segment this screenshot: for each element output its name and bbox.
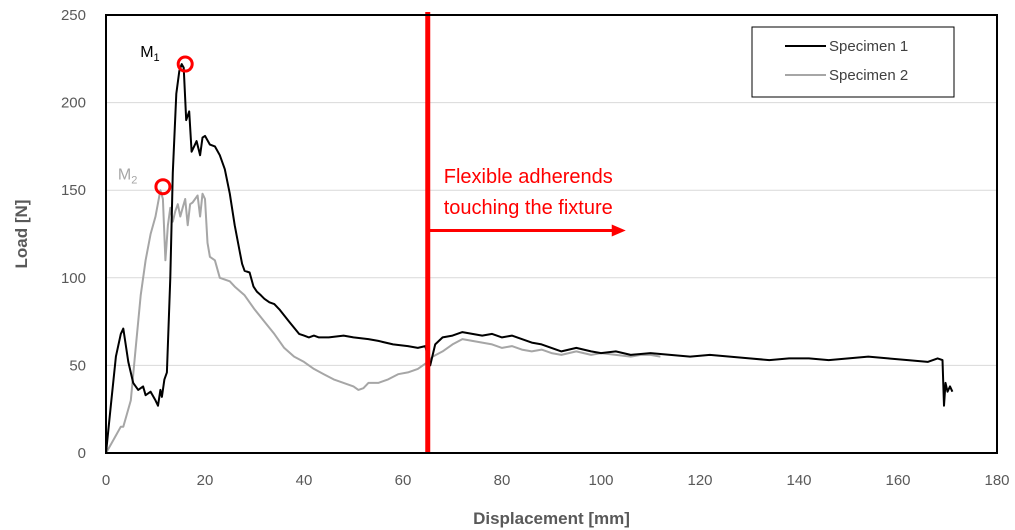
annotation-text-line1: Flexible adherends <box>444 166 613 188</box>
x-tick-label: 40 <box>296 472 313 489</box>
series-line-1 <box>105 63 954 454</box>
legend-box <box>751 26 955 98</box>
legend: Specimen 1 Specimen 2 <box>751 26 955 98</box>
x-tick-label: 120 <box>687 472 712 489</box>
x-tick-label: 180 <box>984 472 1009 489</box>
x-tick-label: 100 <box>588 472 613 489</box>
x-tick-label: 60 <box>395 472 412 489</box>
series-lines <box>105 63 954 454</box>
peak-marker-1 <box>176 55 194 73</box>
y-tick-label: 200 <box>61 95 86 112</box>
x-tick-labels: 0 20 40 60 80 100 120 140 160 180 <box>102 472 1010 489</box>
y-tick-label: 100 <box>61 270 86 287</box>
y-axis-label: Load [N] <box>12 200 31 269</box>
y-tick-label: 150 <box>61 182 86 199</box>
x-axis-label: Displacement [mm] <box>473 509 630 528</box>
annotation-arrow-head <box>611 224 626 237</box>
peak-marker-2 <box>154 178 172 196</box>
y-tick-label: 0 <box>78 445 86 462</box>
legend-label: Specimen 2 <box>829 67 908 84</box>
y-tick-label: 250 <box>61 7 86 24</box>
peak-label-2: M2 <box>118 167 137 187</box>
x-tick-label: 0 <box>102 472 110 489</box>
annotation-text-line2: touching the fixture <box>444 197 613 219</box>
legend-label: Specimen 1 <box>829 38 908 55</box>
gridlines <box>106 102 997 366</box>
peak-label-1: M1 <box>140 44 159 64</box>
plot-frame <box>105 14 998 454</box>
peak-label-sub: 1 <box>154 52 160 64</box>
x-tick-label: 80 <box>494 472 511 489</box>
x-tick-label: 160 <box>885 472 910 489</box>
x-tick-label: 20 <box>197 472 214 489</box>
peak-label-main: M <box>140 44 153 61</box>
peak-label-sub: 2 <box>131 175 137 187</box>
y-tick-labels: 0 50 100 150 200 250 <box>61 7 86 462</box>
peak-label-main: M <box>118 167 131 184</box>
x-tick-label: 140 <box>786 472 811 489</box>
series-line-2 <box>105 189 661 454</box>
y-tick-label: 50 <box>69 357 86 374</box>
